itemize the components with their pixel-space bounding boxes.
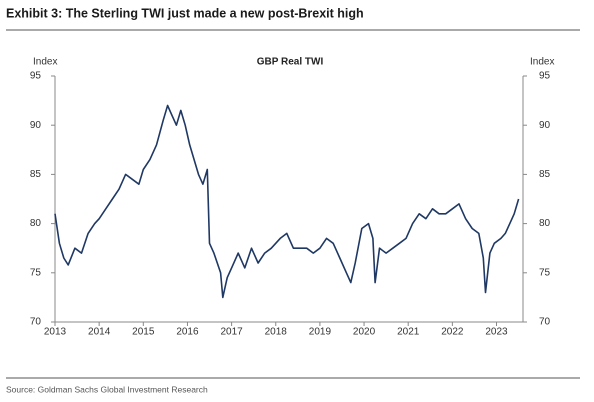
x-tick-label: 2014 — [88, 327, 111, 338]
y-tick-label: 80 — [30, 218, 42, 229]
y2-tick-label: 80 — [539, 218, 551, 229]
x-tick-label: 2020 — [353, 327, 376, 338]
y2-axis-label: Index — [530, 57, 554, 68]
y-tick-label: 75 — [30, 267, 42, 278]
x-tick-label: 2023 — [485, 327, 508, 338]
y-axis-label: Index — [33, 57, 57, 68]
y-tick-label: 95 — [30, 71, 42, 82]
y-tick-label: 70 — [30, 317, 42, 328]
x-tick-label: 2016 — [176, 327, 199, 338]
chart-title: Exhibit 3: The Sterling TWI just made a … — [6, 6, 364, 20]
y2-tick-label: 75 — [539, 267, 551, 278]
source: Source: Goldman Sachs Global Investment … — [6, 384, 208, 394]
y2-tick-label: 95 — [539, 71, 551, 82]
series-line — [54, 104, 520, 299]
chart-subtitle: GBP Real TWI — [257, 57, 324, 68]
x-tick-label: 2018 — [265, 327, 288, 338]
y-tick-label: 90 — [30, 120, 42, 131]
x-tick-label: 2017 — [220, 327, 243, 338]
x-tick-label: 2013 — [44, 327, 67, 338]
x-tick-label: 2019 — [309, 327, 332, 338]
y-tick-label: 85 — [30, 169, 42, 180]
x-tick-label: 2015 — [132, 327, 155, 338]
x-tick-label: 2021 — [397, 327, 420, 338]
x-tick-label: 2022 — [441, 327, 464, 338]
y2-tick-label: 85 — [539, 169, 551, 180]
y2-tick-label: 90 — [539, 120, 551, 131]
y2-tick-label: 70 — [539, 317, 551, 328]
